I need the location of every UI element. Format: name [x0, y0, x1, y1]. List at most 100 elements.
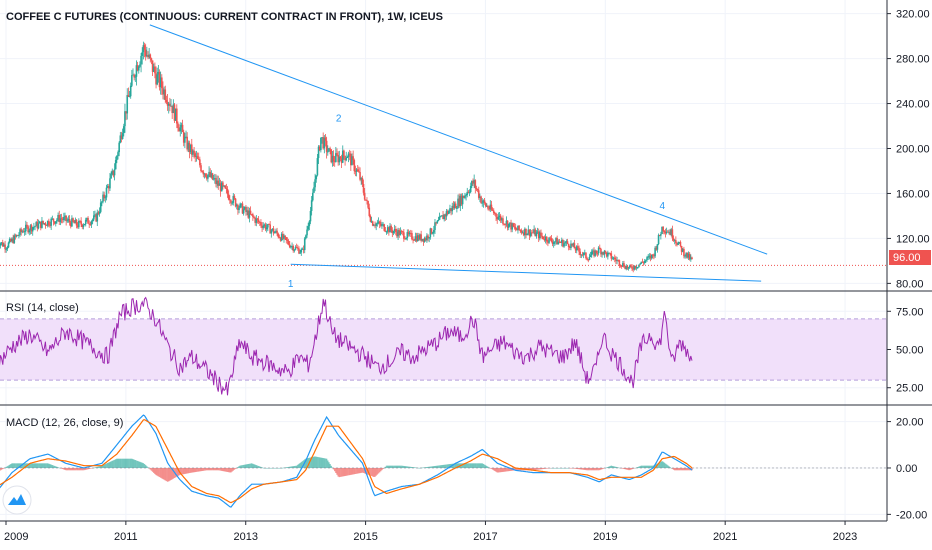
candle-up — [627, 267, 630, 269]
candle-up — [174, 108, 177, 121]
candle-down — [12, 238, 14, 243]
macd-histogram-bar-up — [659, 462, 661, 468]
candle-down — [279, 237, 282, 241]
macd-histogram-bar-up — [51, 465, 54, 468]
price-axis-tick-label: 160.00 — [896, 188, 930, 200]
candle-up — [670, 229, 673, 235]
candle-down — [95, 214, 97, 222]
macd-histogram-bar-up — [247, 464, 249, 468]
candle-down — [230, 200, 232, 203]
macd-histogram-bar-down — [85, 467, 87, 470]
candle-up — [159, 77, 162, 88]
candle-down — [492, 210, 495, 214]
candle-down — [44, 223, 47, 226]
macd-histogram-bar-down — [516, 467, 518, 471]
candle-up — [283, 235, 285, 239]
macd-histogram-bar-down — [194, 467, 196, 473]
macd-histogram-bar-down — [357, 467, 359, 474]
price-axis-tick-label: 200.00 — [896, 144, 930, 156]
candle-up — [572, 243, 575, 246]
candle-down — [22, 231, 25, 233]
macd-histogram-bar-up — [445, 464, 448, 468]
candle-up — [393, 228, 396, 232]
macd-histogram-bar-down — [81, 467, 83, 471]
macd-histogram-bar-down — [546, 467, 548, 469]
macd-histogram-bar-up — [55, 466, 57, 468]
macd-histogram-bar-up — [486, 466, 488, 468]
macd-histogram-bar-down — [373, 467, 375, 477]
macd-histogram-bar-down — [337, 467, 339, 477]
macd-histogram-bar-down — [509, 467, 511, 472]
candle-up — [685, 252, 688, 256]
candle-down — [72, 218, 74, 222]
macd-histogram-bar-up — [116, 458, 118, 468]
candle-up — [157, 72, 160, 75]
macd-histogram-bar-down — [625, 467, 627, 470]
macd-histogram-bar-up — [426, 467, 428, 468]
candle-up — [428, 237, 431, 239]
candle-up — [466, 191, 469, 196]
candle-down — [619, 265, 622, 267]
candle-down — [20, 229, 23, 233]
candle-down — [222, 182, 224, 186]
macd-histogram-bar-up — [147, 467, 149, 468]
candle-down — [549, 237, 552, 239]
price-axis-tick-label: 280.00 — [896, 54, 930, 66]
macd-histogram-bar-down — [589, 467, 592, 471]
macd-histogram-bar-up — [473, 463, 475, 468]
macd-histogram-bar-down — [158, 467, 161, 478]
candle-up — [248, 210, 251, 218]
macd-histogram-bar-down — [626, 467, 629, 470]
macd-histogram-bar-down — [193, 467, 195, 473]
candle-up — [185, 136, 187, 138]
macd-histogram-bar-down — [149, 467, 151, 470]
macd-histogram-bar-up — [110, 461, 112, 468]
price-pane[interactable]: 1 2 4 — [0, 24, 887, 290]
candle-up — [563, 243, 565, 247]
candle-down — [354, 171, 357, 172]
macd-histogram-bar-down — [170, 467, 172, 481]
candle-down — [151, 60, 154, 72]
macd-histogram-bar-up — [52, 465, 55, 468]
macd-histogram-bar-down — [72, 467, 74, 471]
candle-down — [178, 128, 180, 132]
candle-up — [142, 45, 145, 53]
macd-histogram-bar-down — [683, 467, 685, 471]
candle-up — [84, 219, 87, 224]
candle-up — [648, 255, 651, 257]
candle-down — [295, 247, 298, 248]
macd-histogram-bar-up — [319, 457, 321, 468]
candle-down — [671, 229, 674, 239]
macd-histogram-bar-up — [49, 464, 51, 468]
macd-histogram-bar-down — [593, 467, 595, 471]
candle-up — [6, 247, 9, 249]
macd-histogram-bar-down — [234, 467, 237, 469]
candle-down — [388, 227, 390, 233]
macd-histogram-bar-up — [94, 467, 96, 468]
candle-down — [26, 224, 28, 227]
candle-up — [607, 252, 609, 257]
macd-histogram-bar-down — [490, 467, 493, 469]
candle-down — [586, 258, 588, 260]
candle-up — [654, 247, 656, 257]
candle-down — [460, 195, 463, 205]
macd-histogram-bar-up — [289, 466, 291, 468]
macd-histogram-bar-up — [618, 467, 621, 469]
macd-histogram-bar-up — [392, 465, 395, 468]
candle-up — [305, 235, 307, 239]
macd-histogram-bar-down — [573, 467, 576, 469]
candle-up — [13, 235, 16, 243]
macd-histogram-bar-up — [291, 466, 293, 468]
candle-down — [454, 203, 457, 209]
macd-histogram-bar-down — [570, 467, 572, 469]
macd-histogram-bar-down — [176, 467, 178, 477]
candle-down — [585, 252, 587, 259]
macd-histogram-bar-up — [641, 465, 644, 468]
candle-down — [566, 241, 569, 244]
rsi-pane[interactable] — [0, 296, 693, 396]
macd-histogram-bar-up — [472, 463, 474, 468]
macd-histogram-bar-up — [132, 459, 134, 468]
macd-pane[interactable] — [0, 414, 887, 508]
candle-up — [565, 241, 568, 243]
